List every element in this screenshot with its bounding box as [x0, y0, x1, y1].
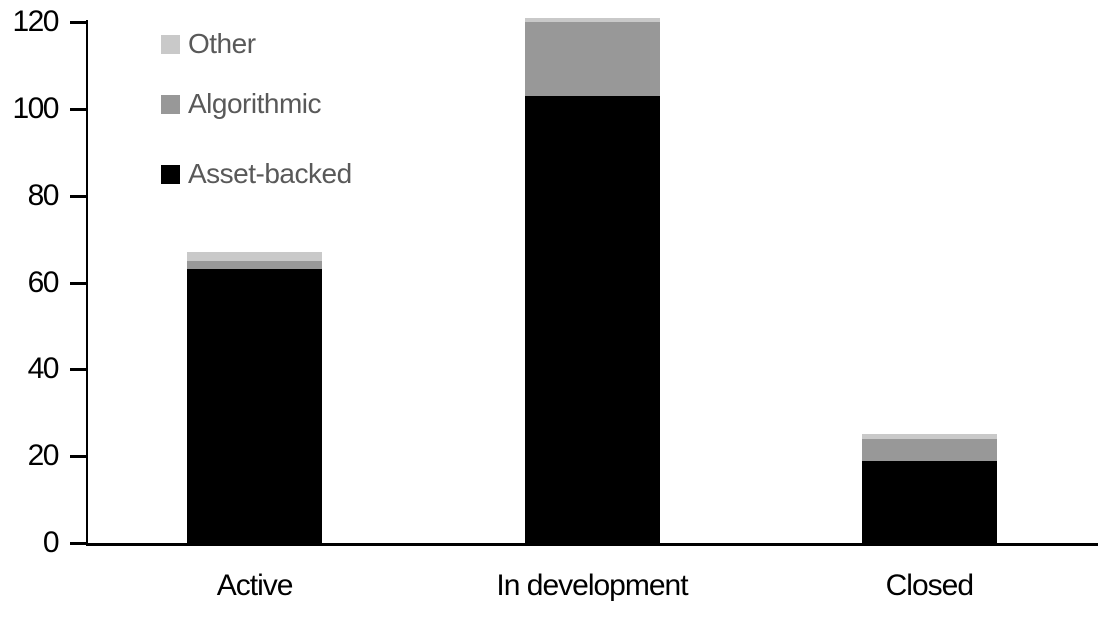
legend-label-other: Other [188, 28, 256, 59]
x-category-label-closed: Closed [885, 569, 974, 602]
y-tick-mark [70, 368, 86, 372]
y-tick-mark [70, 194, 86, 198]
y-tick-mark [70, 542, 86, 545]
y-tick-mark [70, 21, 86, 24]
bar-in-development [524, 0, 660, 543]
x-category-label-active: Active [216, 569, 294, 602]
legend-swatch-algorithmic-icon [161, 94, 180, 114]
bar-segment-asset-backed-in-development [524, 95, 660, 543]
bar-closed [861, 0, 997, 543]
y-tick-mark [70, 455, 86, 459]
y-tick-label: 40 [27, 352, 60, 386]
bar-segment-algorithmic-active [187, 260, 323, 270]
bar-segment-asset-backed-closed [861, 460, 997, 543]
legend-item-algorithmic: Algorithmic [161, 90, 321, 118]
y-tick-label: 60 [27, 265, 60, 299]
legend-item-asset-backed: Asset-backed [161, 160, 352, 188]
bar-active [187, 0, 323, 543]
bar-segment-asset-backed-active [187, 269, 323, 543]
bar-segment-other-closed [861, 434, 997, 439]
y-tick-label: 120 [12, 5, 59, 38]
x-category-label-in-development: In development [496, 569, 688, 602]
bar-segment-other-in-development [524, 17, 660, 22]
x-axis-line [86, 543, 1098, 546]
y-tick-label: 20 [27, 439, 60, 473]
bar-segment-other-active [187, 252, 323, 261]
y-axis-line [86, 20, 88, 545]
y-tick-mark [70, 107, 86, 111]
bar-segment-algorithmic-in-development [524, 22, 660, 96]
legend-label-asset-backed: Asset-backed [188, 158, 352, 189]
legend-label-algorithmic: Algorithmic [188, 88, 321, 119]
bar-segment-algorithmic-closed [861, 438, 997, 461]
legend-swatch-other-icon [161, 34, 180, 54]
y-tick-mark [70, 281, 86, 285]
y-tick-label: 0 [42, 526, 60, 559]
y-tick-label: 80 [27, 178, 60, 212]
legend-swatch-asset-backed-icon [161, 164, 180, 184]
legend-item-other: Other [161, 30, 256, 58]
y-tick-label: 100 [12, 91, 59, 125]
